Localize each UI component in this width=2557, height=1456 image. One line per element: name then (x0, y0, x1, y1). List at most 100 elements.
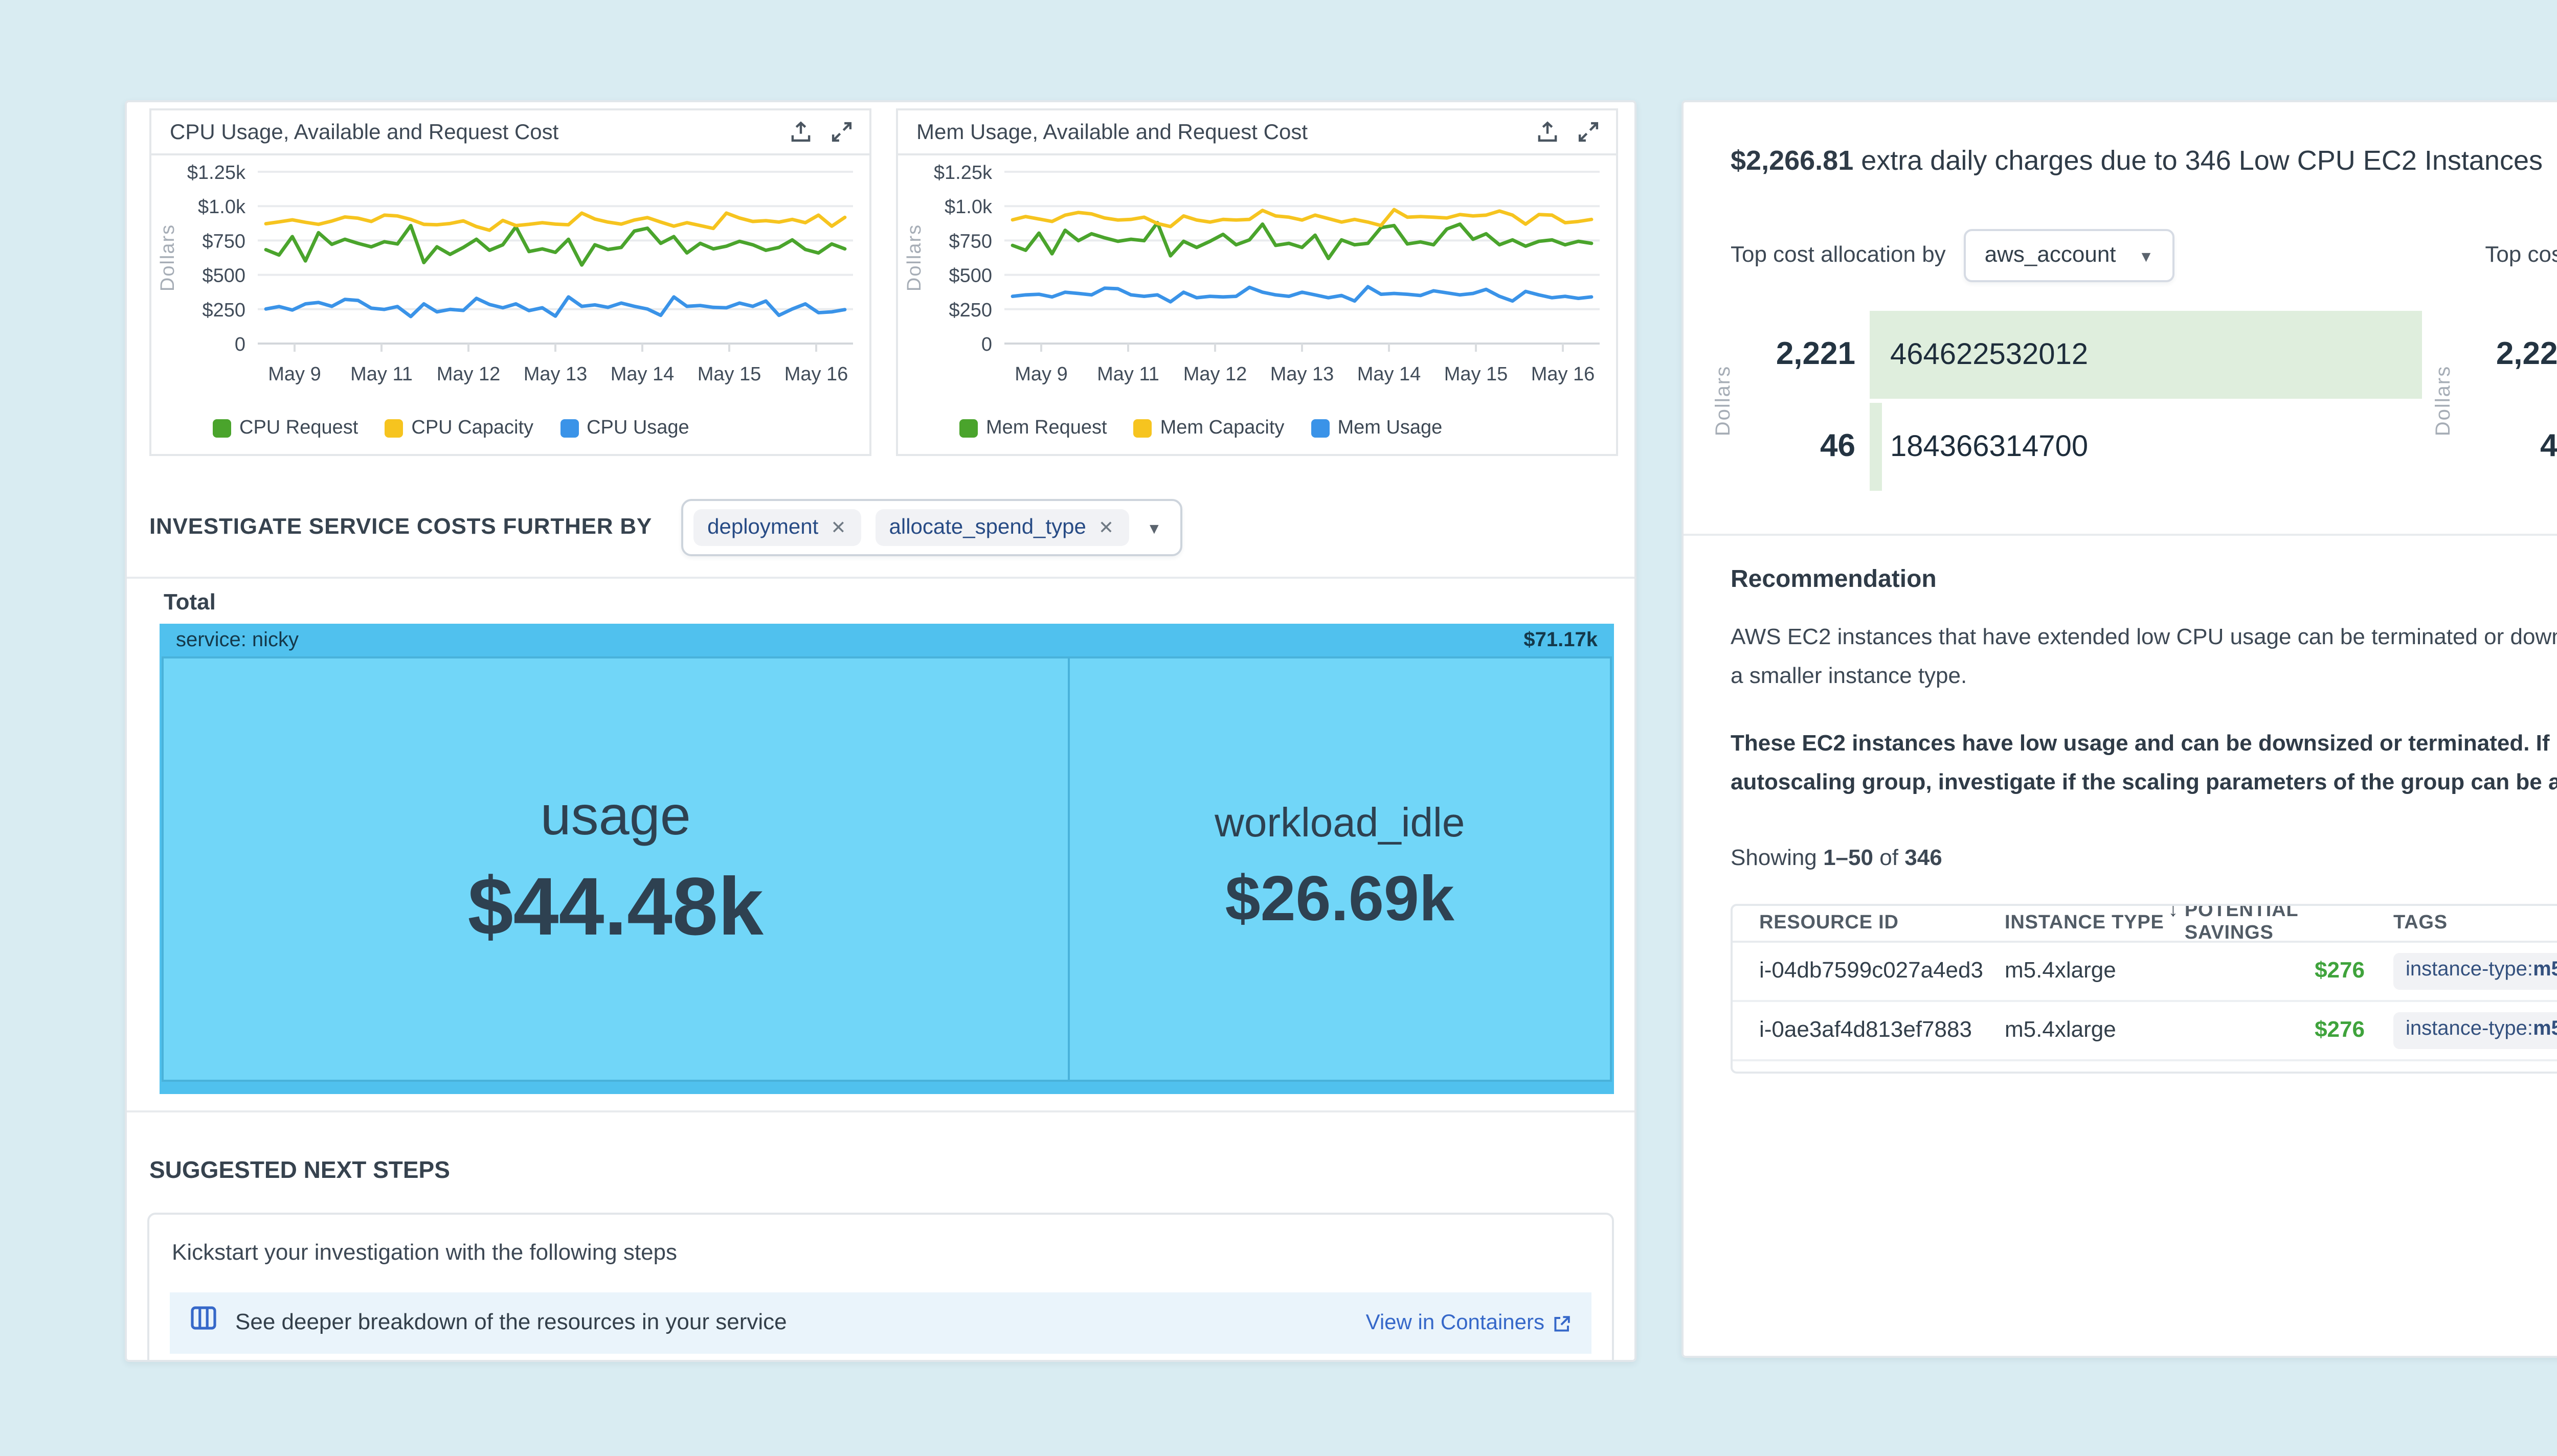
legend-item[interactable]: Mem Request (959, 417, 1107, 440)
close-icon[interactable]: ✕ (831, 516, 846, 537)
chevron-down-icon: ▼ (2138, 246, 2154, 265)
svg-text:$500: $500 (202, 265, 245, 287)
next-step-text: See deeper breakdown of the resources in… (235, 1311, 787, 1335)
alloc-bar (1870, 403, 1882, 491)
treemap-cell-value: $44.48k (467, 862, 764, 952)
legend-swatch (959, 419, 978, 438)
expand-icon[interactable] (831, 121, 853, 143)
resource-id-cell: i-0ae3af4d813ef7883 (1759, 1018, 1972, 1042)
instance-type-cell: m5.4xlarge (2005, 959, 2116, 983)
tag-pill: instance-type:m5.4xlarge (2393, 952, 2557, 989)
tags-cell: instance-type:m5.4xlargekernel:nonek8s.i… (2393, 1012, 2557, 1049)
cpu-chart-plot[interactable]: $1.25k $1.0k $750 $500 $250 0 May 9 May 11 May 1… (151, 155, 869, 405)
cpu-chart-legend: CPU Request CPU Capacity CPU Usage (151, 415, 869, 454)
divider (127, 1110, 1634, 1112)
legend-swatch (213, 419, 231, 438)
svg-text:May 16: May 16 (784, 363, 848, 385)
recommendation-note: These EC2 instances have low usage and c… (1731, 733, 2557, 796)
svg-text:$250: $250 (949, 300, 992, 321)
cost-treemap[interactable]: service: nicky $71.17k usage $44.48k workl… (160, 624, 1614, 1094)
potential-savings-cell: $276 (2315, 1018, 2365, 1042)
treemap-group-header[interactable]: service: nicky $71.17k (162, 624, 1612, 656)
investigate-filter-select[interactable]: deployment ✕ allocate_spend_type ✕ ▼ (681, 499, 1182, 556)
tags-cell: instance-type:m5.4xlargekernel:nonek8s.i… (2393, 952, 2557, 989)
aws-account-select[interactable]: aws_account ▼ (1964, 229, 2174, 282)
col-instance-type[interactable]: INSTANCE TYPE (2005, 912, 2164, 934)
treemap-body: usage $44.48k workload_idle $26.69k (162, 656, 1612, 1082)
allocation-charts: Dollars 2,221 464622532012 46 184366314700 D… (1713, 309, 2557, 493)
table-row-partial[interactable] (1733, 1061, 2557, 1071)
legend-item[interactable]: Mem Usage (1311, 417, 1442, 440)
recommendation-body: AWS EC2 instances that have extended low… (1731, 626, 2557, 689)
svg-text:$1.25k: $1.25k (187, 162, 246, 184)
svg-text:May 12: May 12 (1183, 363, 1247, 385)
mem-chart-card: Mem Usage, Available and Request Cost $1… (896, 108, 1618, 456)
svg-text:$1.0k: $1.0k (945, 196, 993, 218)
alloc-bar-value: 46 (1820, 428, 1855, 463)
svg-text:$1.0k: $1.0k (198, 196, 246, 218)
next-step-item[interactable]: See deeper breakdown of the resources in… (170, 1292, 1591, 1354)
legend-swatch (1133, 419, 1152, 438)
legend-item[interactable]: CPU Usage (560, 417, 689, 440)
columns-icon (190, 1305, 217, 1341)
resources-table: RESOURCE ID INSTANCE TYPE ↓ POTENTIAL SAV… (1731, 903, 2557, 1073)
table-row[interactable]: i-0ae3af4d813ef7883 m5.4xlarge $276 instanc… (1733, 1002, 2557, 1061)
col-tags[interactable]: TAGS (2393, 912, 2448, 934)
alloc-bar-row[interactable]: 2,221us-east-1 (2483, 309, 2557, 401)
svg-text:May 9: May 9 (1015, 363, 1067, 385)
view-in-containers-link[interactable]: View in Containers (1366, 1311, 1571, 1335)
col-resource-id[interactable]: RESOURCE ID (1759, 912, 1899, 934)
recommendation-heading: Recommendation (1731, 564, 1937, 593)
treemap-group-value: $71.17k (1523, 629, 1598, 651)
allocation-group-region: Top cost allocation by region ▼ (2485, 243, 2557, 268)
svg-text:0: 0 (235, 334, 245, 355)
table-toolbar: Showing 1–50 of 346 Download as CSV (1731, 834, 2557, 885)
instance-type-cell: m5.4xlarge (2005, 1018, 2116, 1042)
cpu-chart-card: CPU Usage, Available and Request Cost $1… (149, 108, 871, 456)
recommendation-columns: AWS EC2 instances that have extended low… (1731, 620, 2557, 696)
investigate-row: INVESTIGATE SERVICE COSTS FURTHER BY dep… (149, 499, 1634, 556)
close-icon[interactable]: ✕ (1098, 516, 1114, 537)
treemap-cell-usage[interactable]: usage $44.48k (164, 658, 1068, 1080)
expand-icon[interactable] (1577, 121, 1600, 143)
svg-text:May 11: May 11 (350, 363, 413, 385)
mem-chart-legend: Mem Request Mem Capacity Mem Usage (898, 415, 1616, 454)
tag-pill: instance-type:m5.4xlarge (2393, 1012, 2557, 1049)
export-icon[interactable] (790, 121, 812, 143)
svg-text:Dollars: Dollars (904, 224, 925, 291)
allocation-group-account: Top cost allocation by aws_account ▼ (1731, 229, 2174, 282)
divider (1684, 534, 2557, 536)
alloc-bar-row[interactable]: 2,221 464622532012 (1763, 309, 2422, 401)
legend-item[interactable]: CPU Capacity (385, 417, 533, 440)
alloc-bar-row[interactable]: 46 184366314700 (1763, 401, 2422, 493)
legend-label: CPU Usage (587, 417, 689, 440)
showing-count: Showing 1–50 of 346 (1731, 847, 1942, 872)
legend-item[interactable]: Mem Capacity (1133, 417, 1285, 440)
table-row[interactable]: i-04db7599c027a4ed3 m5.4xlarge $276 instanc… (1733, 942, 2557, 1002)
svg-text:$750: $750 (949, 231, 992, 252)
treemap-cell-value: $26.69k (1225, 863, 1454, 935)
alloc-bar-row[interactable]: 46ap-northeast-1 (2483, 401, 2557, 493)
external-link-icon (1554, 1315, 1570, 1331)
treemap-cell-label: workload_idle (1215, 802, 1465, 847)
legend-item[interactable]: CPU Request (213, 417, 358, 440)
ec2-low-cpu-panel: $2,266.81 extra daily charges due to 346… (1681, 100, 2557, 1358)
svg-text:May 13: May 13 (524, 363, 588, 385)
alloc-chart-region[interactable]: Dollars 2,221us-east-146ap-northeast-1 (2433, 309, 2557, 493)
potential-savings-cell: $276 (2315, 959, 2365, 983)
treemap-cell-workload_idle[interactable]: workload_idle $26.69k (1067, 658, 1610, 1080)
mem-chart-plot[interactable]: $1.25k $1.0k $750 $500 $250 0 May 9 May 11 May 1… (898, 155, 1616, 405)
alloc-chart-aws-account[interactable]: Dollars 2,221 464622532012 46 184366314700 (1713, 309, 2422, 493)
next-steps-intro: Kickstart your investigation with the fo… (172, 1241, 678, 1266)
alloc-bar-label: 184366314700 (1890, 430, 2089, 463)
export-icon[interactable] (1536, 121, 1559, 143)
legend-label: Mem Capacity (1160, 417, 1285, 440)
legend-swatch (560, 419, 579, 438)
investigate-heading: INVESTIGATE SERVICE COSTS FURTHER BY (149, 515, 653, 540)
sort-desc-icon: ↓ (2168, 903, 2179, 923)
filter-pill[interactable]: deployment ✕ (693, 509, 861, 546)
filter-pill[interactable]: allocate_spend_type ✕ (874, 509, 1128, 546)
col-potential-savings[interactable]: ↓ POTENTIAL SAVINGS (2168, 903, 2393, 945)
right-panel-header: $2,266.81 extra daily charges due to 346… (1731, 133, 2557, 186)
service-costs-panel: CPU Usage, Available and Request Cost $1… (125, 100, 1636, 1362)
